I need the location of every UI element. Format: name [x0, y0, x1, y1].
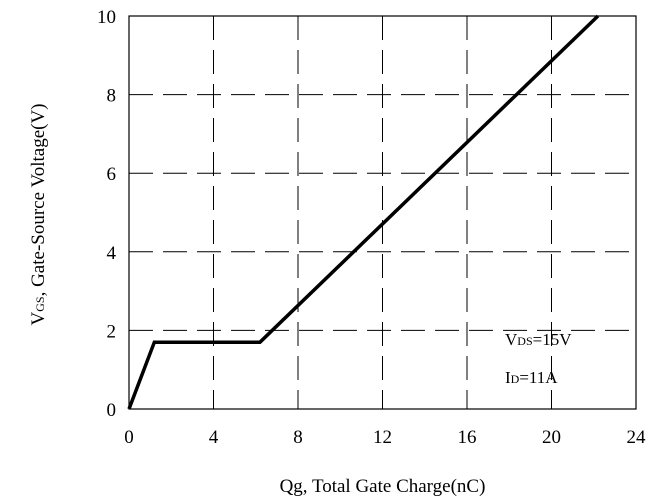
- x-tick-label: 20: [542, 427, 561, 448]
- y-tick-label: 2: [107, 321, 117, 342]
- annotation-vds-main: V: [505, 330, 518, 349]
- annotation-vds-sub: DS: [517, 334, 532, 348]
- x-tick-label: 4: [209, 427, 219, 448]
- y-tick-label: 0: [107, 400, 117, 421]
- x-axis-label: Qg, Total Gate Charge(nC): [280, 476, 486, 497]
- annotation-id-sub: D: [511, 372, 520, 386]
- x-tick-label: 12: [373, 427, 392, 448]
- grid: [129, 16, 636, 409]
- series-line: [127, 14, 600, 410]
- series-layer: [127, 14, 600, 410]
- y-axis-label-rest: , Gate-Source Voltage(V): [28, 103, 49, 296]
- annotation-vds-value: =15V: [533, 330, 573, 349]
- y-tick-label: 6: [107, 164, 117, 185]
- x-tick-label: 8: [293, 427, 303, 448]
- annotation-id-value: =11A: [519, 368, 558, 387]
- plot-area-frame: [128, 15, 637, 410]
- y-tick-label: 4: [107, 243, 117, 264]
- x-tick-label: 16: [458, 427, 477, 448]
- annotation-id: ID=11A: [505, 368, 558, 387]
- annotation-vds: VDS=15V: [505, 330, 572, 349]
- x-tick-label: 24: [627, 427, 647, 448]
- y-axis-label-subscript: GS: [33, 296, 47, 311]
- y-tick-label: 8: [107, 86, 117, 107]
- y-axis-ticks: 0 2 4 6 8 10: [97, 7, 117, 421]
- x-tick-label: 0: [124, 427, 134, 448]
- x-axis-ticks: 0 4 8 12 16 20 24: [124, 427, 646, 448]
- y-tick-label: 10: [97, 7, 116, 28]
- y-axis-label: VGS, Gate-Source Voltage(V): [28, 103, 49, 325]
- annotation-id-main: I: [505, 368, 511, 387]
- y-axis-label-prefix: V: [28, 312, 49, 326]
